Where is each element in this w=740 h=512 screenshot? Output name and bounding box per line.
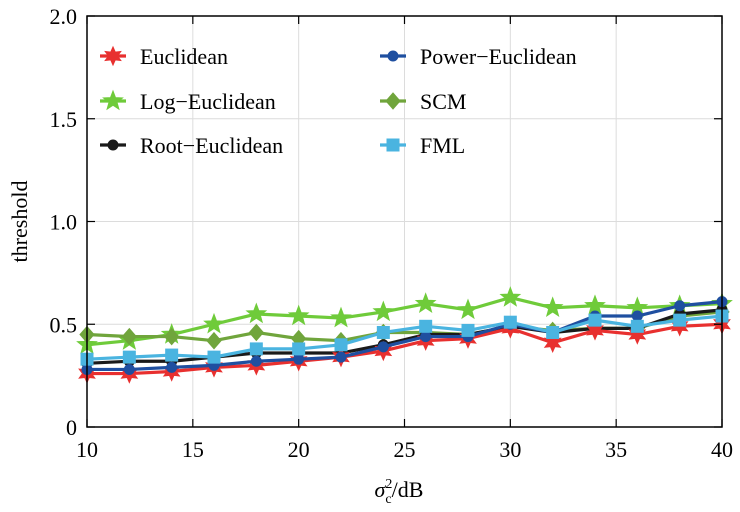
- x-axis-title-symbol: σ: [375, 477, 387, 502]
- y-tick-label: 0.5: [50, 312, 78, 337]
- data-point-scm: [248, 323, 264, 342]
- data-point-power-euclidean: [335, 351, 347, 363]
- data-point-log-euclidean: [457, 298, 479, 320]
- data-point-power-euclidean: [674, 300, 686, 312]
- data-point-fml: [122, 350, 136, 364]
- legend-label: Log−Euclidean: [140, 89, 276, 114]
- legend-label: Euclidean: [140, 44, 228, 69]
- series-line-power-euclidean: [87, 300, 723, 372]
- series-layer: [76, 286, 733, 384]
- legend-item-scm: SCM: [380, 89, 466, 114]
- legend-label: Root−Euclidean: [140, 133, 283, 158]
- y-tick-label: 1.5: [50, 107, 78, 132]
- axis-tick-labels: 10 15 20 25 30 35 40 0 0.5 1.0 1.5 2.0: [50, 4, 734, 462]
- data-point-fml: [503, 315, 517, 329]
- legend-marker: [387, 50, 399, 62]
- x-tick-label: 10: [76, 437, 98, 462]
- data-point-fml: [165, 348, 179, 362]
- legend-label: FML: [420, 133, 465, 158]
- data-point-log-euclidean: [499, 286, 522, 307]
- data-point-log-euclidean: [287, 304, 310, 326]
- data-point-log-euclidean: [245, 302, 268, 324]
- data-point-scm: [206, 331, 222, 350]
- data-point-power-euclidean: [420, 331, 432, 343]
- data-point-euclidean: [586, 320, 604, 341]
- x-axis-title-subscript: c: [385, 492, 391, 507]
- data-point-power-euclidean: [166, 361, 178, 373]
- data-point-power-euclidean: [377, 341, 389, 353]
- data-point-log-euclidean: [372, 300, 395, 322]
- data-point-scm: [164, 327, 180, 346]
- data-point-fml: [673, 313, 687, 327]
- data-point-euclidean: [628, 324, 647, 345]
- series-line-fml: [86, 314, 723, 361]
- data-point-euclidean: [543, 332, 562, 353]
- data-point-log-euclidean: [203, 312, 225, 334]
- data-point-scm: [121, 327, 137, 346]
- legend-marker: [107, 139, 119, 151]
- legend: Euclidean Power−Euclidean Log−Euclidean SCM…: [100, 44, 577, 158]
- x-tick-label: 15: [182, 437, 204, 462]
- data-point-fml: [292, 342, 306, 356]
- legend-item-fml: FML: [380, 133, 465, 158]
- x-axis-title-unit: /dB: [392, 477, 424, 502]
- data-point-log-euclidean: [330, 306, 352, 328]
- legend-item-power-euclidean: Power−Euclidean: [380, 44, 577, 69]
- data-point-fml: [419, 319, 433, 333]
- data-point-log-euclidean: [584, 294, 606, 316]
- series-line-euclidean: [87, 322, 723, 376]
- x-tick-label: 25: [394, 437, 416, 462]
- data-point-log-euclidean: [541, 296, 564, 318]
- x-axis-title-superscript: 2: [385, 477, 392, 492]
- data-point-fml: [630, 319, 644, 333]
- x-tick-label: 30: [499, 437, 521, 462]
- legend-marker: [102, 89, 124, 111]
- legend-marker: [385, 92, 401, 110]
- data-point-log-euclidean: [414, 292, 437, 313]
- data-point-fml: [376, 325, 390, 339]
- legend-marker: [386, 138, 400, 152]
- data-point-fml: [588, 313, 602, 327]
- data-point-fml: [334, 338, 348, 352]
- legend-item-root-euclidean: Root−Euclidean: [100, 133, 283, 158]
- data-point-fml: [461, 323, 475, 337]
- data-point-power-euclidean: [293, 353, 305, 365]
- series-fml: [80, 309, 729, 366]
- series-line-root-euclidean: [86, 308, 723, 365]
- x-tick-label: 20: [288, 437, 310, 462]
- legend-item-euclidean: Euclidean: [100, 44, 228, 69]
- x-tick-label: 40: [711, 437, 733, 462]
- axis-ticks: [86, 15, 723, 428]
- data-point-power-euclidean: [631, 310, 643, 322]
- legend-label: SCM: [420, 89, 466, 114]
- legend-label: Power−Euclidean: [420, 44, 577, 69]
- x-tick-label: 35: [605, 437, 627, 462]
- x-axis-title: σ2 c/dB: [375, 477, 424, 507]
- legend-marker: [104, 45, 122, 67]
- y-tick-label: 1.0: [50, 210, 78, 235]
- y-tick-label: 0: [66, 415, 77, 440]
- data-point-fml: [207, 350, 221, 364]
- legend-item-log-euclidean: Log−Euclidean: [100, 89, 276, 114]
- series-line-log-euclidean: [86, 295, 723, 347]
- data-point-fml: [546, 325, 560, 339]
- data-point-power-euclidean: [250, 355, 262, 367]
- data-point-fml: [249, 342, 263, 356]
- y-tick-label: 2.0: [50, 4, 78, 29]
- data-point-power-euclidean: [123, 363, 135, 375]
- y-axis-title: threshold: [7, 181, 32, 263]
